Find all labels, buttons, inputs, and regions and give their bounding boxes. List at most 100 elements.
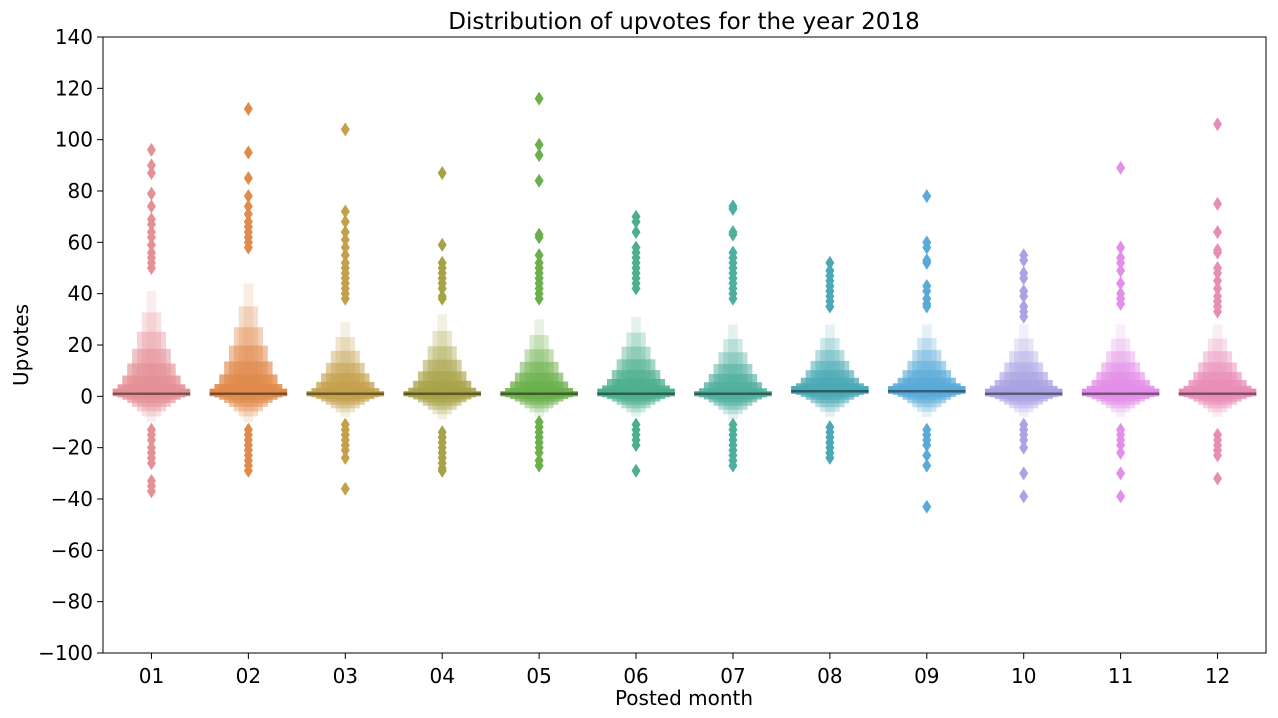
x-tick-label: 07 xyxy=(720,664,745,688)
outlier-point xyxy=(243,189,253,204)
outlier-point xyxy=(1019,440,1029,455)
outlier-point xyxy=(534,173,544,188)
outlier-point xyxy=(922,284,932,299)
outlier-point xyxy=(922,438,932,453)
outlier-point xyxy=(922,458,932,473)
y-tick-label: 40 xyxy=(68,282,93,306)
outlier-point xyxy=(340,450,350,465)
axes: −100 −80 −60 −40 −20 0 20 40 60 80 100 120 140 01 02 03… xyxy=(38,25,1267,688)
outlier-point xyxy=(1213,448,1223,463)
outlier-point xyxy=(1213,471,1223,486)
outlier-point xyxy=(631,463,641,478)
plot-area xyxy=(112,91,1257,514)
y-tick-label: 0 xyxy=(80,384,93,408)
boxen-month-01 xyxy=(112,142,191,499)
outlier-point xyxy=(1116,240,1126,255)
x-tick-label: 04 xyxy=(429,664,454,688)
boxen-month-06 xyxy=(597,209,675,478)
outlier-point xyxy=(437,291,447,306)
outlier-point xyxy=(437,237,447,252)
y-tick-label: 20 xyxy=(68,333,93,357)
outlier-point xyxy=(728,458,738,473)
boxen-month-07 xyxy=(694,199,772,473)
outlier-point xyxy=(146,484,156,499)
outlier-point xyxy=(728,201,738,216)
outlier-point xyxy=(243,207,253,222)
outlier-point xyxy=(534,148,544,163)
x-tick-label: 11 xyxy=(1108,664,1133,688)
boxen-month-08 xyxy=(791,255,869,465)
outlier-point xyxy=(243,145,253,160)
outlier-point xyxy=(146,199,156,214)
outlier-point xyxy=(1019,309,1029,324)
outlier-point xyxy=(1116,263,1126,278)
outlier-point xyxy=(146,432,156,447)
outlier-point xyxy=(1213,225,1223,240)
outlier-point xyxy=(340,122,350,137)
outlier-point xyxy=(243,240,253,255)
outlier-point xyxy=(1019,253,1029,268)
outlier-point xyxy=(1019,466,1029,481)
y-tick-label: 100 xyxy=(55,128,93,152)
letter-value-box xyxy=(597,388,675,397)
chart-title: Distribution of upvotes for the year 201… xyxy=(448,9,919,35)
outlier-point xyxy=(340,291,350,306)
outlier-point xyxy=(922,299,932,314)
outlier-point xyxy=(728,291,738,306)
outlier-point xyxy=(437,281,447,296)
y-tick-label: −100 xyxy=(38,641,93,665)
outlier-point xyxy=(1116,445,1126,460)
outlier-point xyxy=(146,261,156,275)
boxen-month-05 xyxy=(500,91,578,473)
outlier-point xyxy=(534,230,544,245)
outlier-point xyxy=(1213,196,1223,211)
x-tick-label: 03 xyxy=(333,664,358,688)
outlier-point xyxy=(340,481,350,496)
plot-frame xyxy=(102,36,1267,654)
outlier-point xyxy=(340,225,350,240)
outlier-point xyxy=(825,299,835,314)
y-tick-label: 120 xyxy=(55,76,93,100)
outlier-point xyxy=(146,230,156,245)
x-tick-label: 12 xyxy=(1205,664,1230,688)
x-tick-label: 10 xyxy=(1011,664,1036,688)
y-tick-label: −80 xyxy=(51,590,93,614)
y-tick-label: 80 xyxy=(68,179,93,203)
outlier-point xyxy=(1213,245,1223,260)
outlier-point xyxy=(340,232,350,247)
y-tick-label: −20 xyxy=(51,436,93,460)
outlier-point xyxy=(146,237,156,252)
outlier-point xyxy=(922,255,932,270)
outlier-point xyxy=(243,171,253,186)
outlier-point xyxy=(146,142,156,157)
outlier-point xyxy=(1019,489,1029,504)
outlier-point xyxy=(340,443,350,458)
outlier-point xyxy=(340,240,350,255)
x-tick-label: 08 xyxy=(817,664,842,688)
y-axis-title: Upvotes xyxy=(9,304,33,386)
x-tick-label: 02 xyxy=(236,664,261,688)
y-tick-label: −40 xyxy=(51,487,93,511)
outlier-point xyxy=(1213,266,1223,281)
boxen-month-09 xyxy=(888,189,966,514)
outlier-point xyxy=(146,186,156,201)
outlier-point xyxy=(1213,304,1223,319)
letter-value-box xyxy=(791,386,869,394)
x-tick-label: 05 xyxy=(526,664,551,688)
outlier-point xyxy=(146,456,156,471)
outlier-point xyxy=(1116,276,1126,291)
outlier-point xyxy=(340,214,350,229)
letter-value-box xyxy=(1178,388,1257,397)
outlier-point xyxy=(1116,255,1126,270)
letter-value-box xyxy=(209,388,288,397)
outlier-point xyxy=(534,91,544,106)
outlier-point xyxy=(1019,271,1029,286)
outlier-point xyxy=(146,217,156,232)
outlier-point xyxy=(340,248,350,263)
outlier-point xyxy=(1213,273,1223,288)
boxen-month-10 xyxy=(984,248,1063,504)
outlier-point xyxy=(631,214,641,229)
outlier-point xyxy=(728,227,738,242)
